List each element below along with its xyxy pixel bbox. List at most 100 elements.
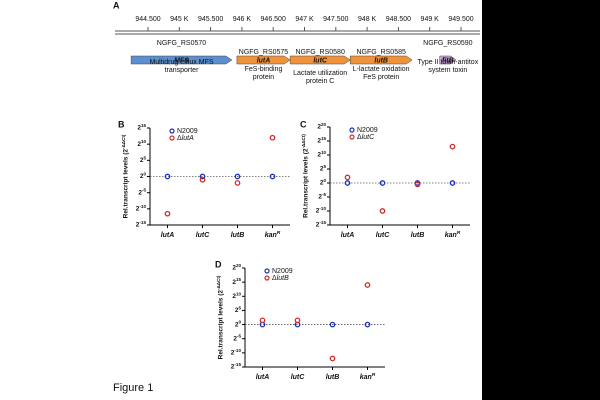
y-axis-label: Rel.transcript levels (2-ΔΔCt) xyxy=(216,275,225,359)
gene-description: protein C xyxy=(306,78,334,85)
legend-label: N2009 xyxy=(272,268,293,275)
panel-label: A xyxy=(113,0,120,10)
ruler-label: 949 K xyxy=(421,16,440,23)
ruler-label: 945 K xyxy=(170,16,189,23)
data-point xyxy=(269,134,276,141)
y-tick-label: 215 xyxy=(137,123,146,132)
y-tick-label: 2-10 xyxy=(136,204,147,213)
ruler-label: 947 K xyxy=(295,16,314,23)
gene-arrow xyxy=(236,55,291,65)
data-point xyxy=(199,173,206,180)
figure-label: Figure 1 xyxy=(113,382,153,394)
y-tick-label: 2-10 xyxy=(316,206,327,215)
panel-label: B xyxy=(118,119,125,129)
x-tick-label: kanR xyxy=(265,230,281,239)
data-point xyxy=(269,173,276,180)
gene-symbol: lutB xyxy=(374,57,388,64)
legend-label: N2009 xyxy=(357,127,378,134)
gene-description: protein xyxy=(253,74,275,81)
ruler-label: 947.500 xyxy=(323,16,348,23)
x-tick-label: lutC xyxy=(376,232,391,239)
legend-marker xyxy=(264,275,270,281)
legend-label: N2009 xyxy=(177,128,198,135)
data-point xyxy=(344,180,351,186)
y-tick-label: 20 xyxy=(140,171,147,180)
y-tick-label: 220 xyxy=(232,263,241,272)
gene-description: Lactate utilization xyxy=(293,70,347,77)
gene-description: Type II toxin-antitox xyxy=(418,59,479,66)
panel-label: C xyxy=(300,119,307,129)
ruler-label: 944.500 xyxy=(135,16,160,23)
x-tick-label: lutB xyxy=(231,232,245,239)
legend-marker xyxy=(349,134,355,140)
data-point xyxy=(364,282,371,288)
data-point xyxy=(379,208,386,214)
y-tick-label: 2-5 xyxy=(233,333,241,342)
y-tick-label: 2-15 xyxy=(231,362,242,371)
data-point xyxy=(234,180,241,186)
data-point xyxy=(344,174,351,181)
y-tick-label: 210 xyxy=(137,139,146,148)
y-tick-label: 25 xyxy=(140,155,147,164)
y-tick-label: 220 xyxy=(317,122,326,131)
x-tick-label: lutB xyxy=(411,232,425,239)
x-tick-label: lutA xyxy=(161,232,175,239)
background-margin xyxy=(482,0,600,400)
gene-description: transporter xyxy=(165,67,200,74)
data-point xyxy=(414,181,421,188)
ruler-label: 949.500 xyxy=(448,16,473,23)
data-point xyxy=(164,173,171,180)
y-axis-label: Rel.transcript levels (2-ΔΔCt) xyxy=(301,134,310,218)
gene-description: FeS-binding xyxy=(245,66,283,73)
data-point xyxy=(449,180,456,186)
legend-marker xyxy=(264,268,270,274)
data-point xyxy=(199,176,206,183)
legend-marker xyxy=(169,135,175,141)
y-tick-label: 210 xyxy=(232,291,241,300)
y-tick-label: 215 xyxy=(232,277,241,286)
gene-arrow xyxy=(289,55,351,65)
data-point xyxy=(234,173,241,180)
gene-symbol: fitB xyxy=(442,57,454,64)
data-point xyxy=(259,317,266,324)
gene-locus: NGFG_RS0575 xyxy=(239,49,289,56)
panel-label: D xyxy=(215,259,222,269)
y-tick-label: 2-15 xyxy=(316,220,327,229)
gene-arrow xyxy=(130,55,233,65)
y-tick-label: 2-15 xyxy=(136,220,147,229)
gene-description: L-lactate oxidation xyxy=(353,66,410,73)
gene-description: FeS protein xyxy=(363,74,399,81)
y-tick-label: 2-5 xyxy=(138,187,146,196)
gene-symbol: lutA xyxy=(257,57,271,64)
gene-locus: NGFG_RS0580 xyxy=(295,49,345,56)
data-point xyxy=(294,317,301,324)
y-axis-label: Rel.transcript levels (2-ΔΔCt) xyxy=(121,134,130,218)
gene-locus: NGFG_RS0585 xyxy=(356,49,406,56)
gene-arrow xyxy=(349,55,413,65)
legend-marker xyxy=(349,127,355,133)
y-tick-label: 20 xyxy=(320,178,327,187)
x-tick-label: lutA xyxy=(256,374,270,381)
ruler-label: 948.500 xyxy=(386,16,411,23)
data-point xyxy=(329,355,336,362)
legend-label: ΔlutB xyxy=(272,275,289,282)
gene-description: Multidrug efflux MFS xyxy=(149,59,213,66)
gene-symbol: MFS xyxy=(174,57,189,64)
gene-description: system toxin xyxy=(428,67,467,74)
x-tick-label: kanR xyxy=(360,372,376,381)
x-tick-label: lutB xyxy=(326,374,340,381)
ruler-label: 948 K xyxy=(358,16,377,23)
gene-locus: NGFG_RS0570 xyxy=(157,40,207,47)
legend-marker xyxy=(169,128,175,134)
legend-label: ΔlutC xyxy=(357,134,375,141)
legend-label: ΔlutA xyxy=(177,135,194,142)
gene-arrow xyxy=(439,55,457,65)
x-tick-label: lutA xyxy=(341,232,355,239)
x-tick-label: lutC xyxy=(196,232,211,239)
ruler-label: 945.500 xyxy=(198,16,223,23)
data-point xyxy=(364,321,371,328)
data-point xyxy=(164,210,171,217)
y-tick-label: 2-10 xyxy=(231,348,242,357)
x-tick-label: kanR xyxy=(445,230,461,239)
